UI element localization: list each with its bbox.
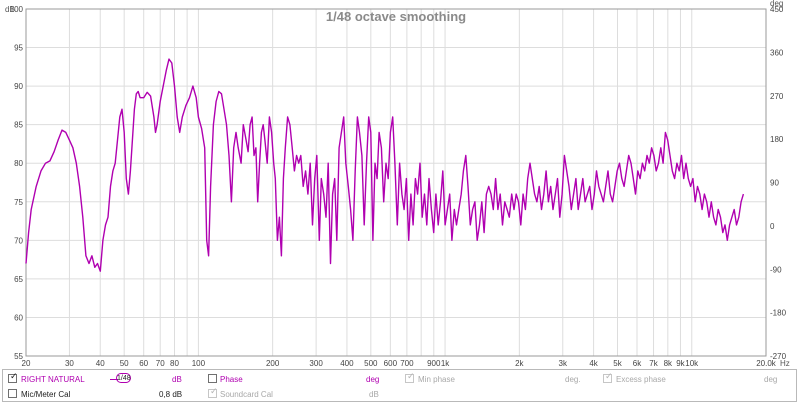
mic-cal-label: Mic/Meter Cal bbox=[21, 390, 71, 399]
check-icon: ✓ bbox=[605, 372, 613, 382]
smoothing-value[interactable]: 1/48 bbox=[116, 373, 131, 383]
x-tick-label: 8k bbox=[664, 359, 673, 368]
x-tick-label: 300 bbox=[309, 359, 323, 368]
x-tick-label: 3k bbox=[559, 359, 568, 368]
channel-label: RIGHT NATURAL bbox=[21, 375, 85, 384]
x-tick-label: 40 bbox=[96, 359, 105, 368]
check-icon: ✓ bbox=[10, 372, 18, 382]
excess-phase-unit-label: deg bbox=[764, 375, 778, 384]
y-tick-label: 70 bbox=[14, 236, 23, 245]
series-line-right-natural bbox=[25, 58, 745, 272]
phase-unit-label: deg bbox=[366, 375, 380, 384]
left-unit-label: dB bbox=[5, 5, 15, 14]
plot-frame bbox=[25, 8, 767, 357]
legend-row-calibration: Mic/Meter Cal 0,8 dB ✓ Soundcard Cal dB bbox=[3, 387, 796, 402]
y2-tick-label: 450 bbox=[770, 5, 784, 14]
soundcard-cal-label: Soundcard Cal bbox=[220, 390, 273, 399]
x-tick-label: 20.0k bbox=[756, 359, 777, 368]
x-tick-label: 60 bbox=[139, 359, 148, 368]
channel-checkbox[interactable]: ✓ bbox=[8, 372, 18, 383]
x-tick-label: 50 bbox=[120, 359, 129, 368]
excess-phase-label: Excess phase bbox=[616, 375, 666, 384]
x-tick-label: 30 bbox=[65, 359, 74, 368]
legend-row-measurement: ✓ RIGHT NATURAL 1/48 dB Phase deg ✓ Min … bbox=[3, 372, 796, 387]
x-tick-label: 9k bbox=[676, 359, 685, 368]
y-tick-label: 100 bbox=[10, 5, 24, 14]
y-tick-label: 65 bbox=[14, 275, 23, 284]
x-tick-label: 100 bbox=[192, 359, 206, 368]
x-tick-label: 10k bbox=[685, 359, 699, 368]
mic-cal-checkbox[interactable] bbox=[8, 389, 17, 398]
x-tick-label: 4k bbox=[589, 359, 598, 368]
soundcard-cal-checkbox[interactable]: ✓ bbox=[208, 387, 218, 398]
legend-panel: ✓ RIGHT NATURAL 1/48 dB Phase deg ✓ Min … bbox=[2, 369, 797, 402]
right-unit-label: deg bbox=[770, 0, 783, 8]
y-tick-label: 55 bbox=[14, 352, 23, 361]
y2-tick-label: -270 bbox=[770, 352, 787, 361]
y-tick-label: 80 bbox=[14, 159, 23, 168]
x-tick-label: 7k bbox=[649, 359, 658, 368]
y-tick-label: 75 bbox=[14, 198, 23, 207]
x-tick-label: 80 bbox=[170, 359, 179, 368]
y2-tick-label: 90 bbox=[770, 179, 779, 188]
y-tick-label: 90 bbox=[14, 82, 23, 91]
y2-tick-label: 180 bbox=[770, 135, 784, 144]
y2-tick-label: 270 bbox=[770, 92, 784, 101]
frequency-response-chart[interactable]: 55 60 65 70 75 80 85 90 95 100 -270 -180 -90 0 90 180 27… bbox=[0, 0, 800, 370]
min-phase-label: Min phase bbox=[418, 375, 455, 384]
y2-tick-label: -180 bbox=[770, 309, 787, 318]
y-tick-label: 60 bbox=[14, 313, 23, 322]
x-tick-label: 1k bbox=[441, 359, 450, 368]
x-tick-label: 600 bbox=[384, 359, 398, 368]
y2-tick-label: 0 bbox=[770, 222, 775, 231]
y-tick-label: 85 bbox=[14, 121, 23, 130]
soundcard-cal-unit-label: dB bbox=[369, 390, 379, 399]
phase-label: Phase bbox=[220, 375, 243, 384]
phase-checkbox[interactable] bbox=[208, 374, 217, 383]
x-unit-label: Hz bbox=[780, 359, 790, 368]
excess-phase-checkbox[interactable]: ✓ bbox=[603, 372, 613, 383]
y2-tick-label: -90 bbox=[770, 265, 782, 274]
check-icon: ✓ bbox=[407, 372, 415, 382]
x-tick-label: 900 bbox=[427, 359, 441, 368]
check-icon: ✓ bbox=[210, 387, 218, 397]
x-tick-label: 200 bbox=[266, 359, 280, 368]
x-tick-label: 6k bbox=[633, 359, 642, 368]
db-unit-label: dB bbox=[172, 375, 182, 384]
mic-cal-value: 0,8 dB bbox=[159, 390, 183, 399]
y2-tick-label: 360 bbox=[770, 48, 784, 57]
x-tick-label: 700 bbox=[400, 359, 414, 368]
x-tick-label: 20 bbox=[22, 359, 31, 368]
min-phase-unit-label: deg. bbox=[565, 375, 581, 384]
x-tick-label: 400 bbox=[340, 359, 354, 368]
y-tick-label: 95 bbox=[14, 44, 23, 53]
x-tick-label: 2k bbox=[515, 359, 524, 368]
chart-title: 1/48 octave smoothing bbox=[326, 9, 466, 24]
min-phase-checkbox[interactable]: ✓ bbox=[405, 372, 415, 383]
x-tick-label: 500 bbox=[364, 359, 378, 368]
x-tick-label: 5k bbox=[613, 359, 622, 368]
trace-color-swatch bbox=[110, 379, 118, 380]
x-tick-label: 70 bbox=[156, 359, 165, 368]
